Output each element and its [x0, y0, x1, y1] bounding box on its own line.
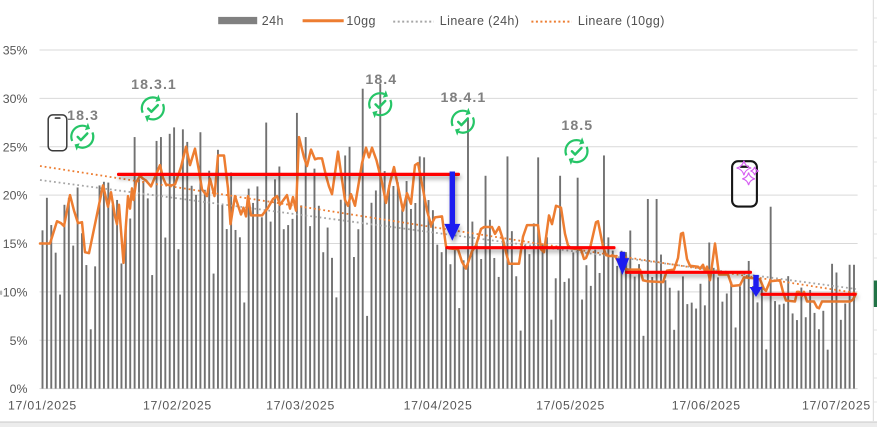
svg-text:20%: 20% — [3, 189, 28, 203]
svg-text:15%: 15% — [3, 237, 28, 251]
svg-text:17/02/2025: 17/02/2025 — [143, 398, 212, 412]
svg-text:25%: 25% — [3, 140, 28, 154]
svg-text:17/07/2025: 17/07/2025 — [802, 398, 871, 412]
svg-text:18.5: 18.5 — [561, 118, 593, 134]
svg-text:17/05/2025: 17/05/2025 — [536, 398, 605, 412]
svg-text:35%: 35% — [3, 44, 28, 58]
svg-text:17/04/2025: 17/04/2025 — [404, 398, 473, 412]
svg-text:10%: 10% — [3, 285, 28, 299]
svg-text:18.4.1: 18.4.1 — [441, 90, 487, 106]
svg-text:18.3.1: 18.3.1 — [131, 77, 177, 93]
svg-text:0%: 0% — [10, 382, 28, 396]
svg-text:17/03/2025: 17/03/2025 — [266, 398, 335, 412]
svg-text:Lineare (24h): Lineare (24h) — [440, 14, 520, 28]
svg-text:18.3: 18.3 — [67, 108, 99, 124]
svg-text:Lineare (10gg): Lineare (10gg) — [578, 14, 665, 28]
svg-text:17/06/2025: 17/06/2025 — [672, 398, 741, 412]
svg-text:18.4: 18.4 — [365, 72, 397, 88]
svg-text:30%: 30% — [3, 92, 28, 106]
svg-text:17/01/2025: 17/01/2025 — [8, 398, 77, 412]
svg-text:24h: 24h — [262, 14, 284, 28]
svg-text:5%: 5% — [10, 334, 28, 348]
svg-text:10gg: 10gg — [346, 14, 375, 28]
